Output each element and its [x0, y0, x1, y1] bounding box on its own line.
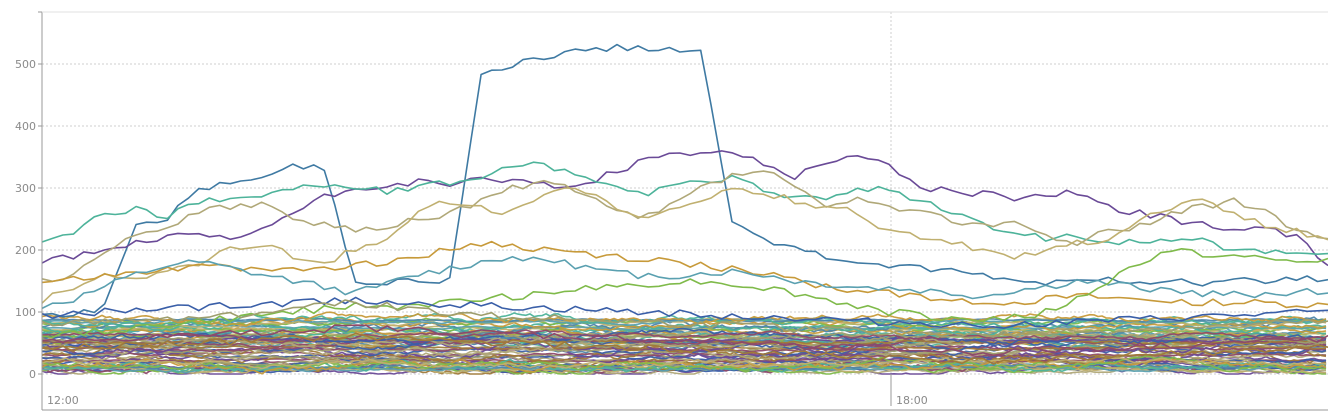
background-series-line [41, 325, 1327, 340]
series-lines [41, 43, 1328, 375]
series-line-5 [41, 187, 1328, 304]
series-line-8 [41, 248, 1328, 339]
background-series-line [41, 334, 1327, 357]
series-line-4 [41, 170, 1328, 283]
y-tick-label: 200 [15, 244, 36, 257]
x-tick-label: 12:00 [47, 394, 79, 407]
series-line-10 [41, 299, 1328, 338]
y-tick-label: 0 [29, 368, 36, 381]
background-series-line [41, 329, 1327, 345]
y-tick-label: 300 [15, 182, 36, 195]
series-line-12 [41, 332, 1328, 365]
axes: 0 100 200 300 400 500 12:00 18:00 [15, 11, 1328, 411]
background-series-line [41, 311, 1327, 327]
series-line-7 [41, 255, 1328, 310]
series-line-9 [41, 296, 1328, 330]
x-tick-label: 18:00 [896, 394, 928, 407]
series-line-11 [41, 324, 1328, 357]
series-line-6 [41, 240, 1328, 309]
y-tick-label: 500 [15, 58, 36, 71]
background-series-line [41, 316, 1327, 329]
y-tick-label: 400 [15, 120, 36, 133]
y-tick-label: 100 [15, 306, 36, 319]
series-line-3 [41, 161, 1328, 255]
background-series-line [41, 357, 1327, 375]
series-line-2 [41, 150, 1328, 267]
background-series-line [41, 357, 1327, 370]
series-line-1 [41, 43, 1328, 318]
